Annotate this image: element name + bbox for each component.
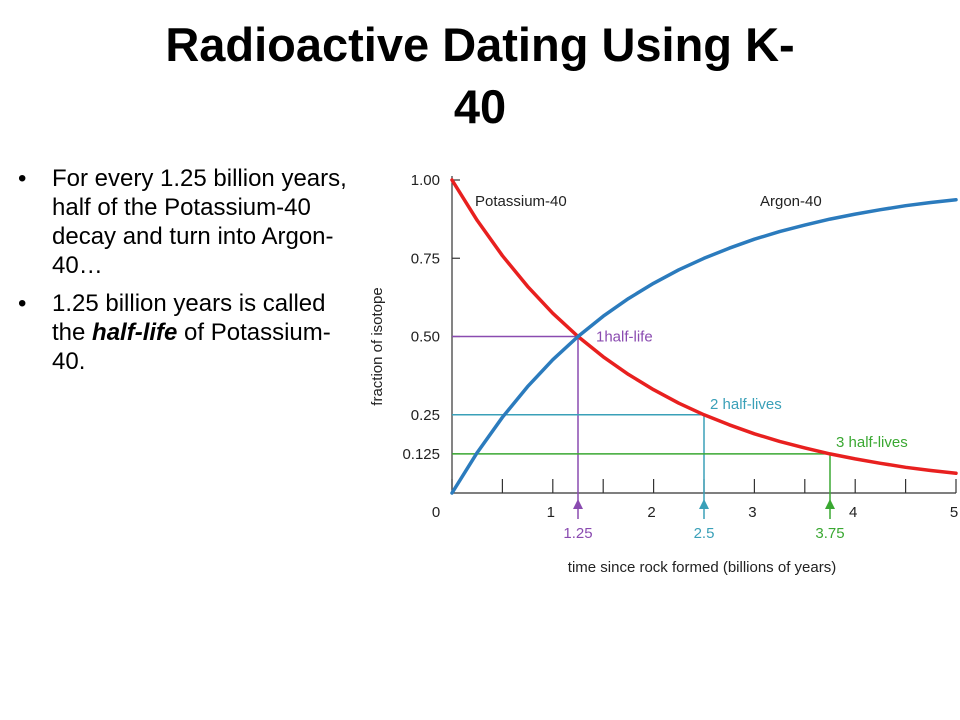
y-tick-label: 0.125 [402, 446, 440, 463]
half-life-x-label: 1.25 [563, 525, 592, 542]
bullet-text-pre: 1.25 billion years is called the [52, 290, 326, 346]
y-axis-title: fraction of isotope [369, 287, 386, 405]
x-axis-title: time since rock formed (billions of year… [568, 559, 836, 576]
bullet-item: • 1.25 billion years is called the half-… [12, 289, 352, 376]
half-life-arrow-icon [825, 499, 835, 509]
half-life-label: 2 half-lives [710, 396, 782, 413]
bullet-text: 1.25 billion years is called the half-li… [52, 289, 352, 376]
series-label-potassium-40: Potassium-40 [475, 193, 567, 210]
slide-title: Radioactive Dating Using K- 40 [40, 14, 920, 138]
half-life-label: 3 half-lives [836, 434, 908, 451]
half-life-label: 1half-life [596, 329, 653, 346]
half-life-arrow-icon [573, 499, 583, 509]
half-life-arrow-icon [699, 499, 709, 509]
bullet-item: • For every 1.25 billion years, half of … [12, 164, 352, 280]
bullet-symbol: • [18, 165, 27, 192]
y-tick-label: 1.00 [411, 172, 440, 189]
half-life-emphasis: half-life [92, 319, 178, 346]
y-tick-label: 0.50 [411, 329, 440, 346]
x-tick-label: 1 [547, 504, 555, 521]
bullet-text-post: of Potassium-40. [52, 319, 331, 375]
bullet-text: For every 1.25 billion years, half of th… [52, 165, 347, 279]
series-line-argon-40 [450, 197, 958, 495]
y-tick-label: 0.75 [411, 250, 440, 267]
bullet-symbol: • [18, 290, 27, 317]
x-tick-label: 3 [748, 504, 756, 521]
half-life-x-label: 3.75 [815, 525, 844, 542]
x-tick-label: 5 [950, 504, 958, 521]
x-tick-label: 0 [432, 504, 440, 521]
x-tick-label: 4 [849, 504, 857, 521]
title-line-2: 40 [453, 80, 507, 133]
series-label-argon-40: Argon-40 [760, 193, 822, 210]
half-life-x-label: 2.5 [694, 525, 715, 542]
x-tick-label: 2 [647, 504, 655, 521]
title-line-1: Radioactive Dating Using K- [165, 18, 795, 71]
y-tick-label: 0.25 [411, 407, 440, 424]
series-line-potassium-40 [450, 178, 958, 476]
bullet-list: • For every 1.25 billion years, half of … [12, 164, 352, 385]
decay-chart: 1.00 0.75 0.50 0.25 0.125 0 1 2 3 4 5 1.25 2.5 3.75 1h… [369, 172, 958, 576]
